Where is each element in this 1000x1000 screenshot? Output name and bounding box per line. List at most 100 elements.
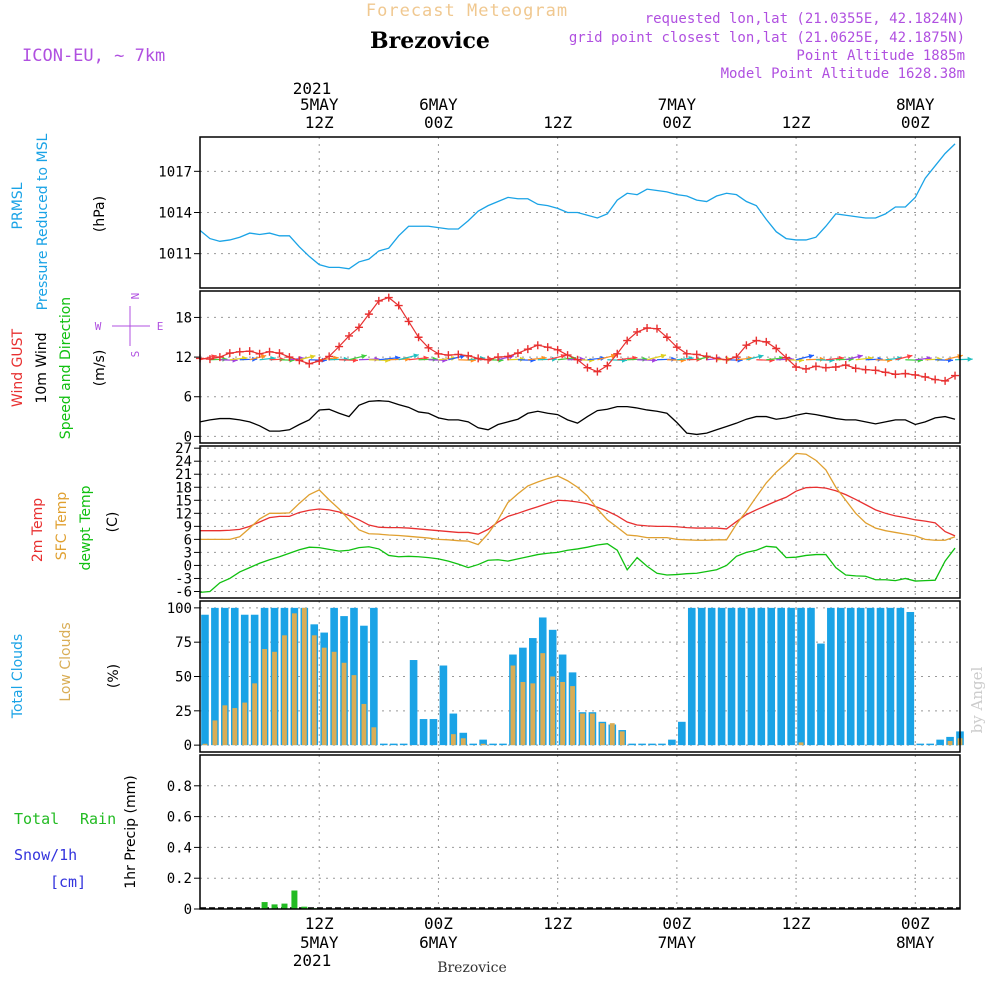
- sfc-temp-label: SFC Temp: [54, 492, 70, 561]
- bottom-year: 2021: [293, 951, 332, 970]
- low-clouds-bar: [282, 635, 287, 746]
- total-clouds-bar: [747, 607, 756, 746]
- top-time-label: 12Z: [305, 113, 334, 132]
- low-clouds-bar: [520, 681, 526, 746]
- rain-bar: [301, 906, 308, 909]
- gust-point: [523, 345, 532, 354]
- gust-point: [335, 342, 344, 351]
- gust-point: [881, 368, 890, 377]
- gust-point: [643, 324, 652, 333]
- wind-arrow-head: [660, 353, 667, 359]
- compass-n: N: [129, 293, 142, 300]
- panel-frame: [199, 445, 961, 599]
- model-label: ICON-EU, ~ 7km: [22, 46, 165, 66]
- panel-frame: [199, 754, 961, 910]
- low-clouds-bar: [450, 734, 456, 746]
- bottom-date-label: 8MAY: [896, 933, 935, 952]
- bottom-date-label: 7MAY: [658, 933, 697, 952]
- low-clouds-bar: [321, 647, 327, 746]
- y-tick-label: 0.6: [167, 810, 192, 826]
- low-clouds-bar: [580, 713, 585, 746]
- wind-arrow-head: [906, 354, 913, 360]
- total-clouds-bar: [439, 665, 448, 746]
- gust-point: [891, 370, 900, 379]
- total-clouds-bar: [479, 739, 487, 746]
- low-clouds-bar: [550, 676, 556, 746]
- total-clouds-bar: [240, 614, 249, 746]
- gust-point: [484, 355, 493, 364]
- gust-point: [464, 351, 473, 360]
- compass-s: S: [129, 351, 142, 358]
- top-date-label: 8MAY: [896, 95, 935, 114]
- precip-panel: 0 0.2 0.4 0.6 0.8: [167, 754, 961, 918]
- total-clouds-bar: [230, 607, 239, 746]
- gust-point: [325, 352, 334, 361]
- gust-point: [672, 343, 681, 352]
- y-tick-label: 0: [184, 558, 192, 574]
- gust-point: [414, 333, 423, 342]
- wind-dir-label: Speed and Direction: [58, 297, 74, 439]
- gust-point: [573, 355, 582, 364]
- total-clouds-bar: [628, 743, 636, 746]
- y-tick-label: 12: [175, 350, 192, 366]
- total-clouds-bar: [817, 643, 825, 746]
- gust-point: [394, 301, 403, 310]
- gust-point: [265, 347, 274, 356]
- gust-point: [931, 375, 940, 384]
- gust-point: [295, 356, 304, 365]
- wind-arrow-head: [413, 353, 419, 359]
- total-clouds-bar: [856, 607, 865, 746]
- gust-point: [772, 344, 781, 353]
- gust-point: [593, 367, 602, 376]
- precip-axis-label: 1hr Precip (mm): [123, 775, 139, 888]
- total-clouds-bar: [697, 607, 706, 746]
- gust-point: [792, 363, 801, 371]
- gust-point: [364, 310, 373, 319]
- low-clouds-bar: [599, 723, 605, 746]
- compass-w: W: [95, 320, 102, 333]
- total-clouds-bar: [658, 743, 666, 746]
- total-clouds-bar: [787, 607, 795, 746]
- low-clouds-bar: [232, 708, 238, 746]
- gust-line: [199, 296, 956, 382]
- gust-point: [692, 350, 701, 359]
- gust-point: [871, 366, 880, 375]
- total-clouds-bar: [936, 739, 944, 746]
- low-clouds-bar: [301, 607, 307, 746]
- gust-point: [951, 371, 960, 380]
- gust-point: [831, 363, 840, 371]
- sfc-temp-line: [200, 452, 956, 546]
- total-clouds-bar: [767, 607, 776, 746]
- gust-point: [374, 296, 383, 305]
- low-clouds-bar: [510, 665, 516, 746]
- wind-arrow-head: [887, 357, 893, 363]
- gust-point: [921, 372, 930, 381]
- low-clouds-bar: [331, 651, 337, 746]
- total-clouds-bar: [916, 743, 925, 746]
- low-clouds-bar: [619, 731, 625, 746]
- gust-point: [802, 364, 811, 373]
- wind-arrow-head: [309, 354, 316, 360]
- total-clouds-bar: [648, 743, 656, 746]
- wind-arrow-head: [252, 356, 258, 362]
- low-clouds-bar: [371, 727, 377, 746]
- gust-point: [633, 327, 642, 336]
- total-clouds-bar: [449, 713, 458, 746]
- y-tick-label: 0.2: [167, 871, 192, 887]
- wind-arrow-head: [589, 357, 595, 363]
- bottom-time-label: 12Z: [543, 914, 572, 933]
- wind-arrow-head: [758, 354, 764, 360]
- gust-point: [712, 354, 721, 363]
- model-altitude: Model Point Altitude 1628.38m: [721, 66, 965, 82]
- product-title: Forecast Meteogram: [366, 1, 568, 21]
- gust-point: [851, 364, 860, 373]
- wind-arrow-head: [260, 354, 267, 360]
- gust-point: [315, 357, 324, 366]
- y-tick-label: 1017: [158, 164, 192, 180]
- low-clouds-bar: [480, 743, 486, 746]
- gust-point: [613, 349, 622, 358]
- wind-arrow-head: [642, 356, 648, 362]
- low-clouds-bar: [311, 635, 317, 746]
